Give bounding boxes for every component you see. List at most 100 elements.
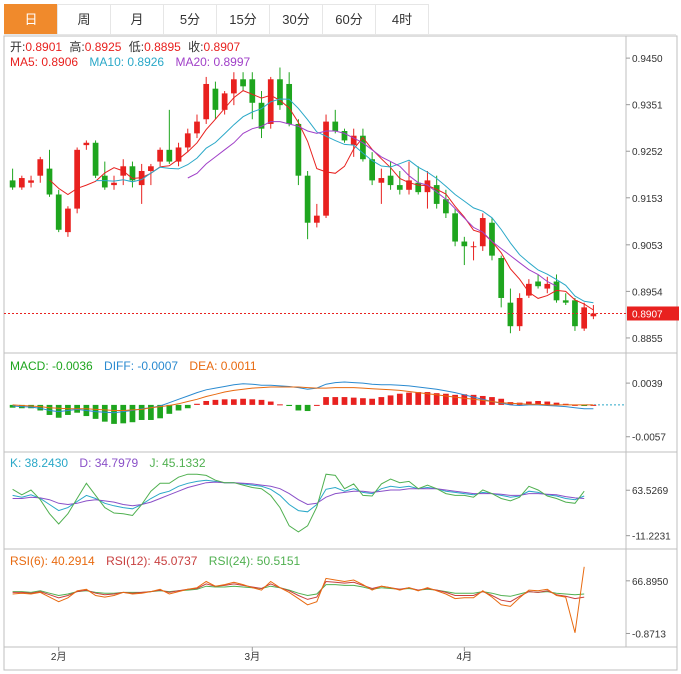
candle-body-21 (203, 83, 210, 120)
macd-bar-2 (28, 404, 34, 409)
tab-0[interactable]: 日 (4, 4, 58, 34)
macd-bar-28 (267, 401, 274, 405)
candle-body-44 (415, 182, 422, 193)
tab-1[interactable]: 周 (57, 4, 111, 34)
candle-body-46 (433, 185, 440, 204)
candle-body-24 (231, 79, 237, 94)
rsi-panel (12, 566, 585, 633)
rsi12-line (12, 580, 585, 603)
candle-body-10 (101, 175, 108, 188)
axis-labels: 0.9450 0.9351 0.9252 0.9153 0.9053 0.8954 0.88… (51, 54, 671, 663)
candle-body-36 (341, 131, 348, 141)
macd-bar-16 (157, 404, 163, 419)
ma20-line (187, 121, 557, 287)
chart-grid (3, 35, 678, 671)
candle-body-8 (83, 142, 90, 146)
kdj-tick-label-1: -11.2231 (632, 532, 671, 543)
macd-bar-12 (120, 404, 127, 424)
price-tick-label-6: 0.8855 (632, 334, 663, 345)
macd-bar-57 (535, 400, 541, 405)
candle-body-57 (535, 281, 541, 287)
candle-body-33 (313, 215, 320, 223)
price-panel: 0.8907 (4, 67, 679, 334)
macd-bar-21 (203, 400, 210, 405)
candle-body-5 (55, 194, 62, 230)
j-line (12, 473, 585, 533)
rsi12-label: RSI(12): 45.0737 (106, 554, 198, 568)
current-price-label: 0.8907 (632, 309, 663, 320)
macd-bar-18 (175, 404, 182, 411)
candle-body-30 (286, 83, 293, 124)
macd-tick-label-1: -0.0057 (632, 433, 666, 444)
rsi-info: RSI(6): 40.2914 RSI(12): 45.0737 RSI(24)… (10, 554, 301, 568)
low-value: 0.8895 (144, 40, 181, 54)
tab-5[interactable]: 30分 (269, 4, 323, 34)
macd-tick-label-0: 0.0039 (632, 379, 663, 390)
candle-body-54 (507, 302, 514, 327)
macd-bar-47 (443, 393, 449, 405)
macd-bar-39 (369, 398, 375, 405)
tab-3[interactable]: 5分 (163, 4, 217, 34)
candle-body-23 (221, 93, 228, 110)
tab-7[interactable]: 4时 (375, 4, 429, 34)
macd-bar-6 (65, 404, 71, 415)
macd-bar-44 (415, 392, 422, 405)
candle-body-38 (360, 135, 366, 160)
macd-bar-26 (249, 399, 256, 405)
candle-body-9 (92, 142, 99, 176)
close-label: 收: (188, 40, 203, 54)
macd-bar-29 (277, 404, 283, 406)
candle-body-25 (240, 79, 246, 87)
candle-body-20 (194, 121, 200, 134)
macd-bar-56 (526, 401, 532, 405)
dea-line (12, 386, 594, 411)
macd-bar-32 (304, 404, 311, 412)
diff-line (12, 381, 594, 414)
rsi-tick-label-0: 66.8950 (632, 577, 669, 588)
high-label: 高: (69, 39, 84, 54)
candle-body-63 (590, 313, 597, 317)
candle-body-45 (424, 180, 431, 193)
macd-bar-46 (433, 393, 440, 405)
candle-body-58 (544, 283, 551, 289)
candle-body-27 (258, 102, 265, 129)
macd-bar-41 (387, 395, 394, 405)
macd-bar-60 (562, 403, 569, 405)
macd-bar-49 (461, 394, 468, 405)
candle-body-29 (277, 79, 283, 106)
macd-bar-42 (396, 393, 403, 405)
candle-body-42 (396, 185, 403, 190)
candle-body-0 (9, 180, 16, 188)
macd-bar-31 (295, 404, 302, 411)
k-label: K: 38.2430 (10, 456, 68, 470)
candle-body-53 (498, 257, 505, 298)
macd-bar-14 (138, 404, 145, 420)
macd-label: MACD: -0.0036 (10, 359, 93, 373)
candle-body-62 (581, 307, 588, 329)
dea-label: DEA: 0.0011 (189, 359, 256, 373)
macd-bar-23 (221, 399, 228, 405)
high-value: 0.8925 (85, 40, 122, 54)
macd-bar-37 (350, 397, 357, 405)
macd-bar-13 (129, 404, 136, 423)
open-label: 开: (10, 40, 25, 54)
d-line (12, 481, 585, 507)
candle-body-4 (46, 168, 53, 195)
tab-2[interactable]: 月 (110, 4, 164, 34)
macd-bar-30 (286, 404, 293, 407)
candle-body-41 (387, 175, 394, 186)
macd-bar-10 (101, 404, 108, 422)
ma10-line (95, 98, 594, 304)
macd-bar-50 (470, 394, 477, 405)
kdj-panel (12, 473, 585, 533)
macd-bar-35 (332, 397, 339, 405)
candle-body-19 (184, 133, 191, 148)
tab-4[interactable]: 15分 (216, 4, 270, 34)
rsi24-line (12, 584, 585, 597)
ma20-label: MA20: 0.8997 (175, 55, 250, 69)
candle-body-15 (148, 166, 154, 171)
candle-body-43 (406, 180, 412, 190)
macd-info: MACD: -0.0036 DIFF: -0.0007 DEA: 0.0011 (10, 359, 257, 373)
candle-body-3 (37, 159, 44, 176)
